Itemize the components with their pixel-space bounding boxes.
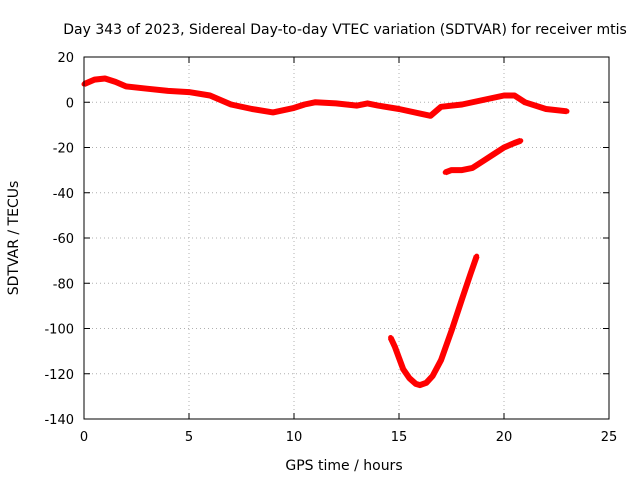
data-point [392,344,398,350]
y-tick-label: -100 [44,323,74,338]
data-point [438,104,444,110]
series-layer [81,75,570,389]
data-point [518,138,524,144]
data-point [291,105,297,111]
x-tick-label: 15 [391,430,408,445]
y-tick-label: -60 [53,232,74,247]
data-point [480,158,486,164]
series-line-segment-3 [387,255,480,389]
y-axis-title: SDTVAR / TECUs [6,181,22,296]
data-point [480,97,486,103]
data-point [459,296,465,302]
data-point [396,106,402,112]
data-point [113,79,118,85]
data-point [430,373,436,379]
y-tick-label: 0 [66,96,74,111]
chart-title: Day 343 of 2023, Sidereal Day-to-day VTE… [63,22,627,38]
data-point [467,271,473,277]
data-point [365,100,370,106]
data-point [413,381,419,387]
data-point [423,380,429,386]
axis-ticks: 0 5 10 15 20 25 20 0 -20 -40 -60 -80 -100 -120 -140 [44,51,617,445]
data-point [512,92,517,98]
data-point [449,167,454,173]
y-tick-label: -120 [44,368,74,383]
data-point [165,88,171,94]
data-point [102,75,108,81]
grid-lines [84,57,609,419]
data-point [474,253,480,259]
y-tick-label: 20 [57,51,74,66]
data-point [491,151,496,157]
data-point [396,355,402,361]
data-point [512,140,517,146]
data-point [564,108,570,114]
data-point [417,111,423,117]
data-point [442,169,448,175]
data-point [302,102,307,108]
data-point [228,102,234,108]
x-tick-label: 5 [185,430,193,445]
data-point [449,328,454,334]
data-point [459,102,465,108]
data-point [92,77,97,83]
series-line-segment-2 [444,137,522,176]
data-point [501,145,507,150]
data-point [407,375,412,381]
data-point [388,335,394,341]
data-point [428,113,433,119]
data-point [522,99,528,105]
data-point [438,357,444,363]
x-tick-label: 25 [601,430,618,445]
data-point [417,382,423,388]
x-tick-label: 20 [496,430,513,445]
data-point [470,165,475,171]
data-point [270,109,276,115]
data-point [186,89,192,95]
x-tick-label: 0 [80,430,88,445]
data-point [501,92,507,98]
data-point [375,103,381,109]
y-tick-label: -80 [53,277,74,292]
x-axis-title: GPS time / hours [285,458,402,474]
data-point [144,86,150,92]
data-point [123,83,129,89]
data-point [459,167,465,173]
data-point [354,103,360,109]
data-point [207,92,213,98]
data-point [543,106,549,112]
data-point [400,366,406,372]
y-tick-label: -20 [53,142,74,157]
x-tick-label: 10 [286,430,303,445]
series-line-main [82,75,568,119]
data-point [333,100,339,106]
y-tick-label: -40 [53,187,74,202]
data-point [312,99,318,105]
data-point [249,106,255,112]
y-tick-label: -140 [44,413,74,428]
plot-frame [83,56,610,420]
